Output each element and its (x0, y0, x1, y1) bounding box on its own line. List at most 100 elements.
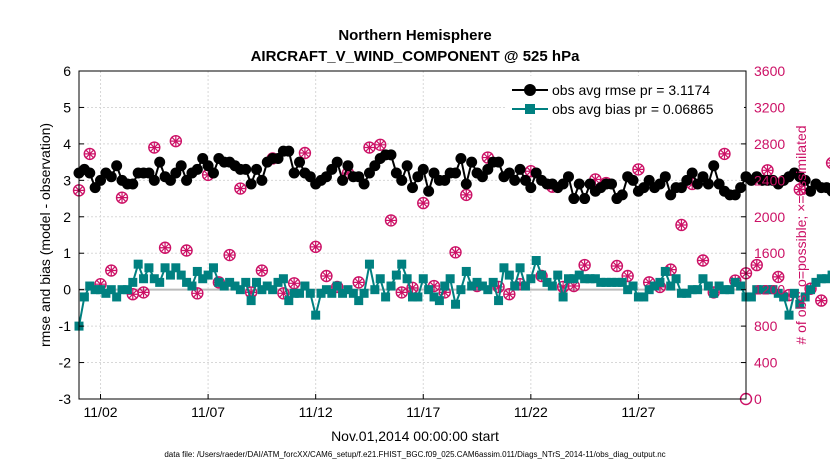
bias-point (149, 274, 159, 284)
obs-possible-marker (696, 254, 710, 267)
bias-point (300, 281, 310, 291)
rmse-point (568, 193, 580, 205)
bias-point (542, 277, 552, 287)
bias-point (709, 288, 719, 298)
obs-count-point (115, 191, 129, 204)
obs-possible-marker (191, 287, 204, 300)
obs-possible-marker (621, 269, 634, 283)
bias-point (472, 277, 482, 287)
x-axis-ticks: 11/02 11/07 11/12 11/17 11/22 11/27 (84, 394, 656, 420)
obs-assimilated-marker (235, 183, 246, 194)
obs-assimilated-marker (794, 184, 805, 195)
obs-count-point (223, 248, 236, 262)
obs-possible-marker (772, 270, 785, 284)
bias-point (537, 270, 547, 280)
obs-possible-marker (180, 244, 193, 257)
rmse-point (127, 178, 139, 190)
obs-count-point (309, 240, 322, 254)
obs-assimilated-marker (117, 192, 128, 203)
bias-point (252, 277, 262, 287)
bias-point (520, 281, 530, 291)
obs-possible-marker (578, 258, 591, 272)
obs-possible-marker (793, 183, 806, 196)
bias-point (106, 285, 116, 295)
bias-point (203, 270, 213, 280)
x-tick-label: 11/27 (621, 404, 655, 420)
obs-assimilated-marker (160, 242, 171, 253)
legend-rmse-label: obs avg rmse pr = 3.1174 (552, 82, 710, 98)
y-tick-label-left: -3 (59, 391, 72, 407)
bias-point (719, 285, 729, 295)
obs-count-point (750, 258, 763, 272)
bias-point (182, 277, 192, 287)
obs-count-point (148, 141, 161, 154)
obs-assimilated-marker (321, 271, 332, 281)
y-tick-label-right: 3200 (754, 99, 785, 115)
obs-count-point (718, 147, 731, 161)
left-axis-ticks: -3 -2 -1 0 1 2 3 4 5 6 (59, 63, 84, 407)
obs-assimilated-marker (289, 278, 300, 289)
obs-possible-marker (750, 258, 763, 272)
rmse-point (450, 167, 462, 179)
obs-assimilated-marker (816, 295, 827, 306)
bias-point (386, 281, 396, 291)
obs-possible-marker (632, 163, 645, 176)
bias-point (230, 281, 240, 291)
obs-count-point (191, 287, 204, 300)
obs-count-point (503, 288, 516, 301)
bias-point (117, 285, 127, 295)
obs-assimilated-marker (461, 189, 472, 200)
obs-count-point (180, 244, 193, 257)
bias-point (424, 285, 434, 295)
x-tick-label: 11/17 (406, 404, 440, 420)
rmse-point (423, 185, 435, 197)
rmse-point (407, 182, 418, 194)
bias-point (321, 285, 331, 295)
bias-point (617, 277, 627, 287)
obs-count-point (105, 264, 118, 277)
bias-point (429, 292, 439, 302)
rmse-point (799, 174, 811, 186)
bias-point (327, 288, 337, 298)
rmse-point (826, 186, 830, 197)
obs-assimilated-marker (558, 281, 569, 292)
obs-assimilated-marker (246, 287, 257, 298)
rmse-point (105, 171, 117, 183)
bias-point (811, 277, 821, 287)
obs-assimilated-marker (342, 168, 353, 179)
obs-assimilated-marker (515, 279, 526, 290)
y-tick-label-left: -2 (59, 355, 72, 371)
rmse-point (385, 149, 397, 161)
bias-point (590, 274, 600, 284)
rmse-point (154, 156, 166, 168)
obs-possible-marker (352, 276, 365, 289)
y-tick-label-left: 4 (63, 136, 71, 152)
y-axis-label-right: # of obs: o=possible; ×=assimilated (793, 125, 809, 344)
bias-point (284, 296, 294, 306)
chart-title: Northern Hemisphere (338, 27, 491, 44)
obs-count-point (578, 258, 591, 272)
obs-possible-marker (330, 280, 344, 294)
bias-point (596, 277, 606, 287)
bias-point (408, 292, 417, 302)
y-tick-label-right: 2800 (754, 136, 785, 152)
rmse-point (573, 178, 585, 190)
bias-point (101, 288, 111, 298)
obs-assimilated-marker (364, 142, 375, 153)
rmse-point (659, 171, 671, 183)
obs-count-point (772, 270, 785, 284)
y-tick-label-left: -1 (59, 318, 72, 334)
bias-point (402, 274, 412, 284)
obs-possible-marker (384, 214, 398, 227)
obs-possible-marker (309, 240, 322, 254)
bias-point (85, 281, 95, 291)
obs-assimilated-marker (407, 282, 418, 293)
obs-assimilated-marker (762, 165, 773, 176)
bias-point (698, 274, 708, 284)
y-tick-label-right: 1200 (754, 282, 785, 298)
bias-point (703, 281, 713, 291)
legend-rmse-marker (524, 84, 536, 96)
obs-count-point (169, 134, 183, 148)
obs-count-point (287, 277, 301, 290)
obs-possible-marker (503, 288, 516, 301)
